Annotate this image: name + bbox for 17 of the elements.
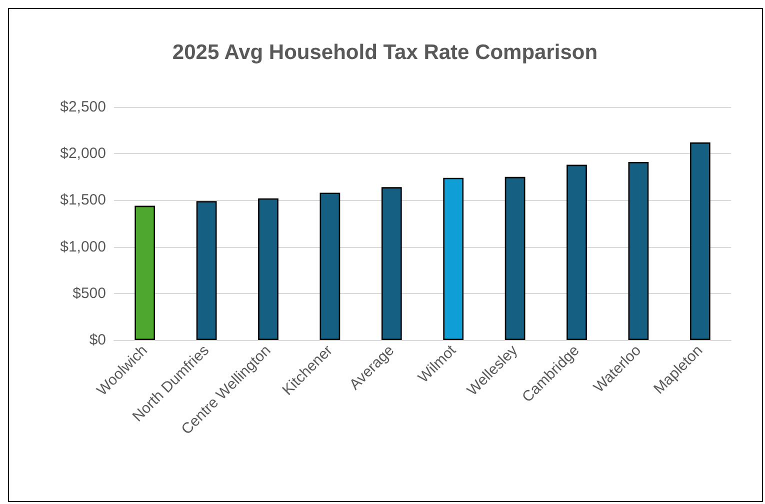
- bar: [690, 142, 710, 340]
- bar: [320, 192, 340, 340]
- y-tick-label: $500: [72, 284, 106, 302]
- bar: [443, 178, 464, 340]
- y-tick-label: $1,500: [60, 192, 106, 209]
- bar: [504, 176, 526, 340]
- bar: [258, 198, 278, 340]
- bar: [566, 164, 587, 340]
- bar: [628, 162, 649, 340]
- y-tick-label: $1,000: [60, 238, 106, 256]
- bar: [381, 187, 402, 340]
- bar: [196, 201, 217, 340]
- y-tick-label: $2,000: [60, 145, 106, 162]
- chart-title: 2025 Avg Household Tax Rate Comparison: [172, 41, 598, 64]
- y-tick-label: $0: [89, 332, 106, 348]
- y-tick-label: $2,500: [60, 98, 106, 116]
- bar: [134, 206, 156, 340]
